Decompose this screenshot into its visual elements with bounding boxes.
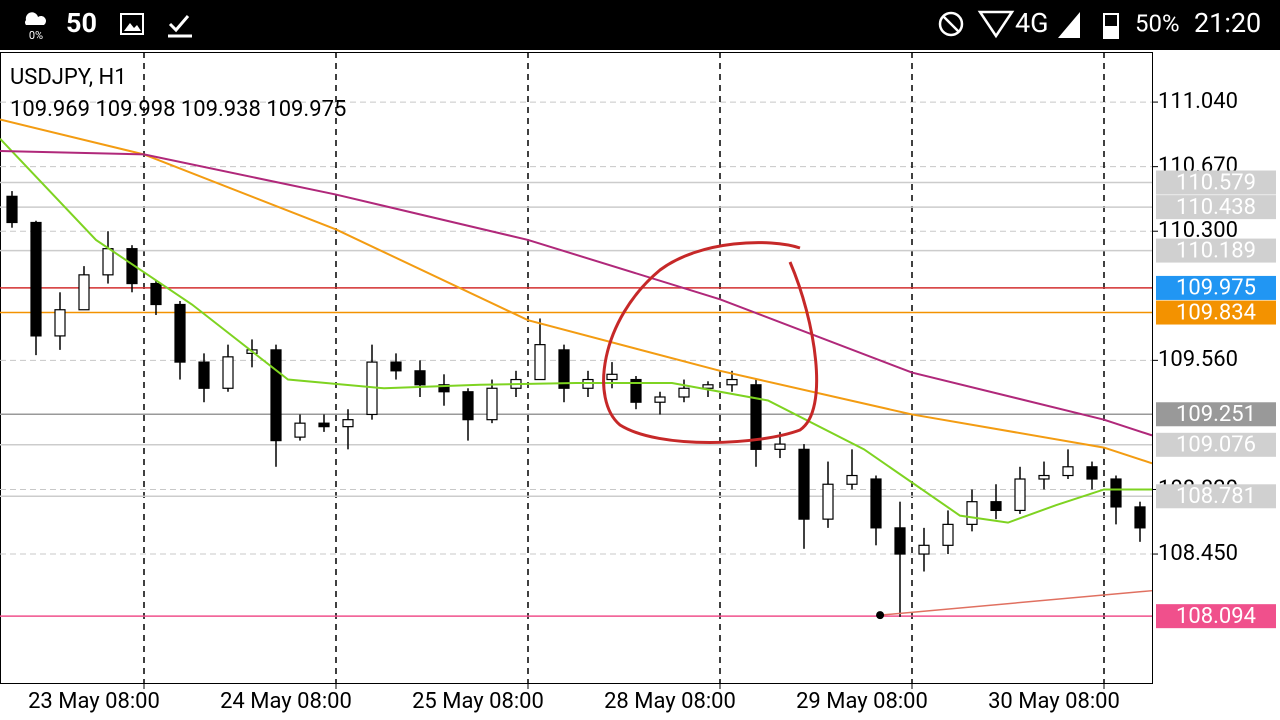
candle-body (54, 309, 66, 337)
candle-body (870, 478, 882, 529)
candle-body (390, 361, 402, 372)
candle-body (78, 274, 90, 311)
candle-body (774, 443, 786, 450)
price-label: 109.251 (1176, 402, 1256, 427)
price-label-bg (1156, 170, 1276, 195)
candle-body (1110, 478, 1122, 508)
x-tick-label: 29 May 08:00 (796, 689, 928, 714)
price-label-bg (1156, 402, 1276, 427)
candle-body (942, 523, 954, 546)
price-label: 108.094 (1176, 604, 1256, 629)
candle-body (726, 378, 738, 386)
candle-body (102, 248, 114, 276)
x-tick-label: 23 May 08:00 (28, 689, 160, 714)
candle-body (654, 396, 666, 403)
price-label: 110.189 (1176, 238, 1256, 263)
price-label: 108.781 (1176, 484, 1256, 509)
candle-body (1062, 466, 1074, 477)
ohlc-readout: 109.969 109.998 109.938 109.975 (10, 97, 346, 122)
price-label-bg (1156, 432, 1276, 457)
y-tick-label: 108.450 (1158, 541, 1238, 566)
chart-title: USDJPY, H1 (10, 65, 127, 90)
candle-body (414, 370, 426, 386)
signal-icon (1058, 12, 1080, 38)
candle-body (798, 448, 810, 520)
y-tick-label: 109.560 (1158, 347, 1238, 372)
candle-body (222, 356, 234, 389)
clock: 21:20 (1194, 7, 1261, 39)
candle-body (1134, 506, 1146, 529)
image-icon (120, 13, 144, 35)
chart: 111.040110.670110.300109.560108.820108.4… (0, 52, 1280, 720)
candle-body (342, 419, 354, 428)
x-tick-label: 24 May 08:00 (220, 689, 352, 714)
candle-body (534, 344, 546, 381)
candle-body (558, 349, 570, 389)
trendline (880, 589, 1153, 616)
status-icons (25, 10, 1119, 39)
cloud-icon (25, 12, 46, 25)
dnd-icon (938, 11, 964, 37)
candle-body (990, 501, 1002, 512)
wifi-icon (977, 10, 1015, 39)
candle-body (918, 544, 930, 555)
candle-body (822, 483, 834, 520)
x-tick-label: 28 May 08:00 (604, 689, 736, 714)
annotation-circle (602, 241, 819, 444)
candle-body (270, 349, 282, 442)
x-tick-label: 25 May 08:00 (412, 689, 544, 714)
candle-body (486, 387, 498, 421)
battery-percent: 50% (1135, 9, 1180, 37)
price-label: 110.438 (1176, 195, 1256, 220)
status-bar (0, 0, 1280, 50)
candle-body (6, 195, 18, 224)
price-label-bg (1156, 275, 1276, 300)
candle-body (438, 384, 450, 393)
price-label: 109.975 (1176, 276, 1256, 301)
rain-percent: 0% (29, 29, 43, 42)
candle-body (966, 501, 978, 525)
price-label: 109.076 (1176, 433, 1256, 458)
candle-body (294, 422, 306, 438)
moving-average (0, 118, 1153, 465)
moving-average (0, 138, 1152, 524)
candle-body (150, 282, 162, 306)
price-label: 109.834 (1176, 300, 1256, 325)
candle-body (750, 384, 762, 450)
candle-body (126, 248, 138, 285)
check-icon (168, 15, 190, 33)
candle-body (894, 527, 906, 555)
candle-body (198, 361, 210, 389)
candle-body (174, 303, 186, 363)
candle-body (606, 373, 618, 381)
candle-body (1014, 478, 1026, 512)
network-type: 4G (1015, 7, 1049, 39)
price-label-bg (1156, 238, 1276, 263)
candle-body (1038, 474, 1050, 480)
candle-body (630, 378, 642, 403)
price-label-bg (1156, 604, 1276, 629)
image-icon-inner (124, 23, 141, 31)
y-tick-label: 111.040 (1158, 89, 1238, 114)
candle-body (30, 221, 42, 337)
candle-body (702, 384, 714, 389)
candle-body (462, 391, 474, 421)
dnd-slash (942, 15, 960, 33)
price-label-bg (1156, 484, 1276, 509)
candle-body (318, 422, 330, 428)
x-tick-label: 30 May 08:00 (988, 689, 1120, 714)
price-label: 110.579 (1176, 170, 1256, 195)
temperature: 50 (66, 7, 97, 39)
moving-average (0, 149, 1153, 437)
trendline-anchor (876, 611, 885, 620)
candle-body (678, 387, 690, 398)
candle-body (1086, 466, 1098, 480)
plot-frame (0, 52, 1153, 684)
battery-fill (1104, 26, 1118, 38)
price-label-bg (1156, 300, 1276, 325)
price-label-bg (1156, 195, 1276, 220)
candle-body (846, 474, 858, 485)
